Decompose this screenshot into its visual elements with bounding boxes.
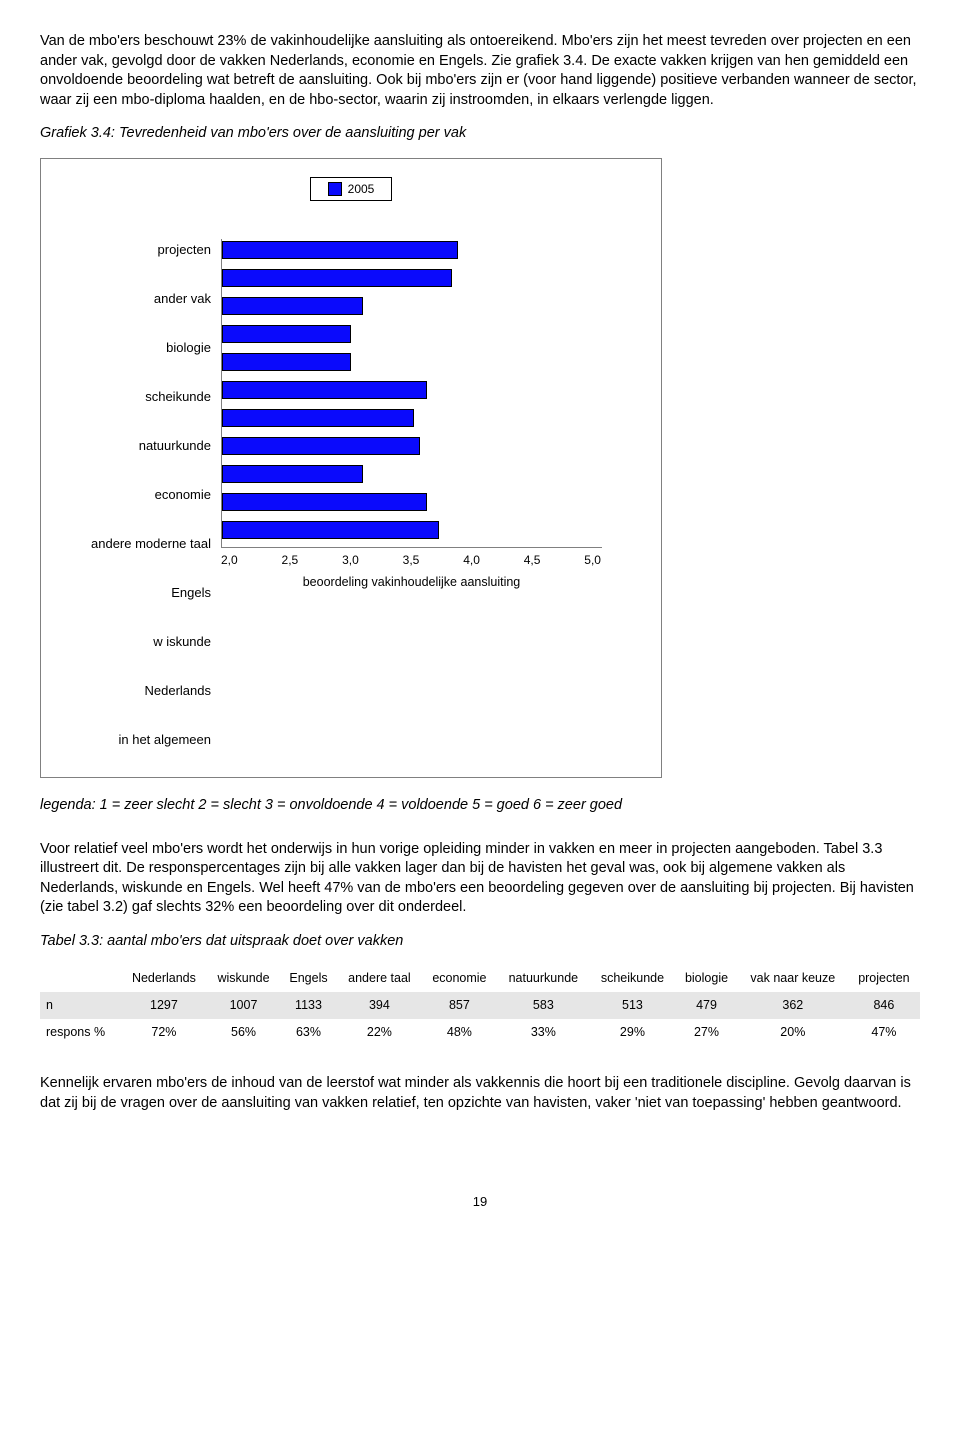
y-label: projecten xyxy=(61,239,211,261)
table-cell: 1133 xyxy=(280,992,337,1019)
table-header-cell: wiskunde xyxy=(207,965,280,992)
table-header-cell: andere taal xyxy=(337,965,422,992)
table-cell: 27% xyxy=(675,1019,738,1046)
bar-row xyxy=(222,239,602,261)
chart-legend: 2005 xyxy=(310,177,392,201)
x-axis-label: beoordeling vakinhoudelijke aansluiting xyxy=(221,574,602,591)
bar xyxy=(222,465,363,483)
bar-row xyxy=(222,267,602,289)
table-header-cell: natuurkunde xyxy=(497,965,590,992)
x-tick: 5,0 xyxy=(584,552,601,568)
bar xyxy=(222,521,439,539)
bar xyxy=(222,381,427,399)
table-cell: 846 xyxy=(848,992,920,1019)
chart-body: projecten ander vak biologie scheikunde natu… xyxy=(61,233,641,757)
table-cell: 48% xyxy=(422,1019,497,1046)
x-axis-ticks: 2,0 2,5 3,0 3,5 4,0 4,5 5,0 xyxy=(221,552,601,568)
table-cell: 63% xyxy=(280,1019,337,1046)
y-label: natuurkunde xyxy=(61,435,211,457)
table-header-cell: vak naar keuze xyxy=(738,965,848,992)
paragraph-1: Van de mbo'ers beschouwt 23% de vakinhou… xyxy=(40,32,920,110)
bar-row xyxy=(222,407,602,429)
page-number: 19 xyxy=(40,1193,920,1211)
table-caption: Tabel 3.3: aantal mbo'ers dat uitspraak … xyxy=(40,932,920,952)
table-cell: 33% xyxy=(497,1019,590,1046)
table-cell: 857 xyxy=(422,992,497,1019)
bar xyxy=(222,297,363,315)
y-axis-labels: projecten ander vak biologie scheikunde natu… xyxy=(61,233,221,757)
y-label: Nederlands xyxy=(61,680,211,702)
paragraph-3: Kennelijk ervaren mbo'ers de inhoud van … xyxy=(40,1074,920,1113)
bar xyxy=(222,409,414,427)
table-header-cell: Nederlands xyxy=(121,965,207,992)
y-label: Engels xyxy=(61,582,211,604)
y-label: w iskunde xyxy=(61,631,211,653)
plot-wrap: 2,0 2,5 3,0 3,5 4,0 4,5 5,0 beoordeling vakinh… xyxy=(221,233,602,591)
x-tick: 2,0 xyxy=(221,552,238,568)
y-label: in het algemeen xyxy=(61,729,211,751)
plot-area xyxy=(221,239,602,548)
table-header-cell: projecten xyxy=(848,965,920,992)
x-tick: 3,0 xyxy=(342,552,359,568)
bar-row xyxy=(222,351,602,373)
bar-row xyxy=(222,295,602,317)
table-cell: 583 xyxy=(497,992,590,1019)
y-label: economie xyxy=(61,484,211,506)
table-row: respons %72%56%63%22%48%33%29%27%20%47% xyxy=(40,1019,920,1046)
y-label: scheikunde xyxy=(61,386,211,408)
table-cell: 22% xyxy=(337,1019,422,1046)
bar xyxy=(222,241,458,259)
table-cell: 479 xyxy=(675,992,738,1019)
table-row-head: n xyxy=(40,992,121,1019)
x-tick: 4,0 xyxy=(463,552,480,568)
table-cell: 1007 xyxy=(207,992,280,1019)
table-cell: 29% xyxy=(590,1019,676,1046)
table-header-cell: biologie xyxy=(675,965,738,992)
bar xyxy=(222,325,351,343)
table-cell: 56% xyxy=(207,1019,280,1046)
bar xyxy=(222,353,351,371)
legend-swatch xyxy=(328,182,342,196)
page: Van de mbo'ers beschouwt 23% de vakinhou… xyxy=(0,0,960,1271)
bar xyxy=(222,437,420,455)
paragraph-2: Voor relatief veel mbo'ers wordt het ond… xyxy=(40,840,920,918)
table-cell: 513 xyxy=(590,992,676,1019)
bar-row xyxy=(222,435,602,457)
y-label: biologie xyxy=(61,337,211,359)
bar-row xyxy=(222,379,602,401)
table-cell: 47% xyxy=(848,1019,920,1046)
table-cell: 1297 xyxy=(121,992,207,1019)
bar-row xyxy=(222,323,602,345)
table-row: n129710071133394857583513479362846 xyxy=(40,992,920,1019)
chart-legend-note: legenda: 1 = zeer slecht 2 = slecht 3 = … xyxy=(40,796,920,816)
x-tick: 3,5 xyxy=(403,552,420,568)
chart-container: 2005 projecten ander vak biologie scheikund… xyxy=(40,158,662,778)
table-header-cell xyxy=(40,965,121,992)
y-label: ander vak xyxy=(61,288,211,310)
legend-label: 2005 xyxy=(348,181,375,197)
table-cell: 20% xyxy=(738,1019,848,1046)
bar-row xyxy=(222,519,602,541)
bar-row xyxy=(222,463,602,485)
bar xyxy=(222,269,452,287)
x-tick: 4,5 xyxy=(524,552,541,568)
chart-caption: Grafiek 3.4: Tevredenheid van mbo'ers ov… xyxy=(40,124,920,144)
table-header-cell: economie xyxy=(422,965,497,992)
bar-row xyxy=(222,491,602,513)
data-table: NederlandswiskundeEngelsandere taalecono… xyxy=(40,965,920,1046)
table-header-cell: Engels xyxy=(280,965,337,992)
x-tick: 2,5 xyxy=(282,552,299,568)
y-label: andere moderne taal xyxy=(61,533,211,555)
table-cell: 362 xyxy=(738,992,848,1019)
table-cell: 72% xyxy=(121,1019,207,1046)
table-row-head: respons % xyxy=(40,1019,121,1046)
bar xyxy=(222,493,427,511)
table-header-cell: scheikunde xyxy=(590,965,676,992)
table-cell: 394 xyxy=(337,992,422,1019)
